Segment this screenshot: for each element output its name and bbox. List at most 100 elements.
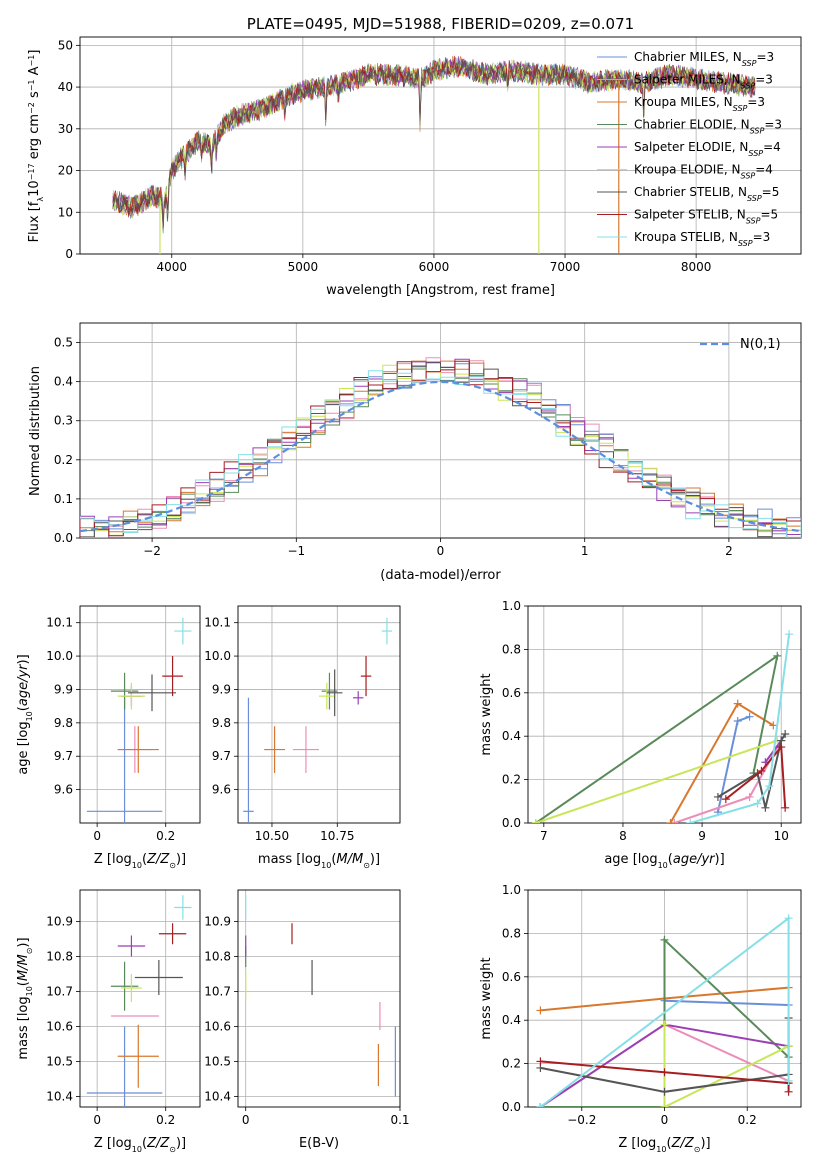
weight-marker-6 [713, 792, 722, 801]
plot-area [245, 895, 396, 1097]
y-tick-label: 9.6 [212, 783, 231, 797]
weight-series-7 [725, 744, 787, 808]
y-tick-label: 0.6 [502, 970, 521, 984]
label-part: Kroupa ELODIE, N [634, 163, 741, 177]
weight-marker-1 [745, 792, 754, 801]
label-part: 10 [132, 861, 142, 870]
y-tick-label: 0.3 [54, 414, 73, 428]
label-part: λ [36, 197, 45, 202]
label-part: age/yr [16, 663, 31, 706]
x-axis-label: (data-model)/error [380, 568, 501, 583]
label-part: A [27, 66, 42, 79]
weight-marker-6 [761, 803, 770, 812]
label-part: SSP [748, 149, 763, 158]
weight-marker-3 [660, 935, 669, 944]
y-tick-label: 10.4 [46, 1090, 73, 1104]
y-tick-label: 10.8 [204, 950, 231, 964]
y-tick-label: 0.4 [502, 729, 521, 743]
weight-marker-2 [733, 699, 742, 708]
label-part: s [27, 91, 42, 102]
y-tick-label: 9.7 [54, 749, 73, 763]
label-part: Z/Z [671, 1136, 695, 1151]
label-part: Z/Z [146, 852, 170, 867]
label-part: ] [27, 50, 42, 55]
plot-area [80, 357, 801, 538]
y-tick-label: 0 [65, 247, 73, 261]
label-part: Chabrier ELODIE, N [634, 118, 750, 132]
y-tick-label: 9.6 [54, 783, 73, 797]
x-tick-label: 0 [242, 1113, 250, 1127]
label-part: age [log [16, 721, 31, 774]
label-part: =3 [764, 118, 782, 132]
weight-marker-7 [777, 743, 786, 752]
label-part: −2 [27, 102, 36, 114]
label-part: 10 [132, 1145, 142, 1154]
weight-series-8 [689, 634, 791, 823]
y-tick-label: 1.0 [502, 599, 521, 613]
label-part: ⊙ [169, 861, 176, 870]
label-part: ( [142, 1136, 147, 1151]
label-part: Kroupa MILES, N [634, 95, 733, 109]
x-tick-label: 6000 [419, 260, 450, 274]
label-part: SSP [750, 126, 765, 135]
label-part: Kroupa STELIB, N [634, 230, 738, 244]
y-tick-label: 10.7 [46, 985, 73, 999]
spectrum-line-6 [112, 57, 756, 224]
y-tick-label: 0.8 [502, 926, 521, 940]
legend-label-6: Chabrier STELIB, NSSP=5 [634, 185, 779, 203]
y-tick-label: 0.6 [502, 686, 521, 700]
axes-age_vs_Z: 0 0.29.69.79.89.910.010.1Z [log10(Z/Z⊙)]a… [16, 605, 201, 870]
y-tick-label: 0.2 [502, 1057, 521, 1071]
label-part: 10 [25, 711, 34, 721]
axes-frame [79, 889, 201, 1108]
weight-marker-7 [757, 766, 766, 775]
y-tick-label: 10.5 [46, 1055, 73, 1069]
label-part: )] [16, 937, 31, 947]
x-tick-label: 0 [661, 1113, 669, 1127]
x-axis-label: age [log10(age/yr)] [604, 852, 724, 870]
y-axis-label: mass weight [479, 957, 494, 1039]
x-tick-label: 2 [725, 544, 733, 558]
x-tick-label: 8000 [681, 260, 712, 274]
y-tick-label: 10 [58, 205, 73, 219]
label-part: 10 [27, 180, 42, 197]
label-part: )] [176, 1136, 186, 1151]
label-part: =3 [756, 50, 774, 64]
weight-marker-7 [784, 1087, 793, 1096]
x-tick-label: 7 [540, 829, 548, 843]
weight-marker-8 [753, 799, 762, 808]
label-part: )] [715, 852, 725, 867]
y-tick-label: 9.9 [212, 682, 231, 696]
weight-marker-2 [666, 819, 675, 823]
label-part: ( [142, 852, 147, 867]
x-tick-label: 5000 [288, 260, 319, 274]
plot-area [86, 617, 192, 823]
label-part: ( [668, 852, 673, 867]
x-tick-label: 8 [619, 829, 627, 843]
x-axis-label: Z [log10(Z/Z⊙)] [618, 1136, 710, 1154]
x-tick-label: 0.1 [390, 1113, 409, 1127]
x-tick-label: 0 [93, 1113, 101, 1127]
weight-series-3 [535, 653, 779, 823]
label-part: ⊙ [169, 1145, 176, 1154]
spectrum-line-3 [112, 57, 756, 234]
legend-label-3: Chabrier ELODIE, NSSP=3 [634, 118, 782, 136]
weight-marker-2 [536, 1006, 545, 1015]
legend-label-7: Salpeter STELIB, NSSP=5 [634, 208, 778, 226]
weight-marker-5 [660, 1103, 669, 1107]
label-part: −1 [27, 55, 36, 67]
y-tick-label: 0.0 [502, 816, 521, 830]
label-part: ⊙ [25, 948, 34, 955]
y-tick-label: 40 [58, 80, 73, 94]
label-part: age [log [604, 852, 657, 867]
normal-curve [80, 380, 801, 533]
y-tick-label: 0.0 [502, 1100, 521, 1114]
label-part: −1 [27, 79, 36, 91]
axes-spectrum: 4000 5000 6000 7000 8000 0 10 20 30 40 50 PLATE=049… [27, 15, 802, 298]
legend-label-normal: N(0,1) [740, 337, 781, 352]
label-part: 10 [25, 986, 34, 996]
weight-marker-3 [773, 651, 782, 660]
label-part: =5 [760, 208, 778, 222]
